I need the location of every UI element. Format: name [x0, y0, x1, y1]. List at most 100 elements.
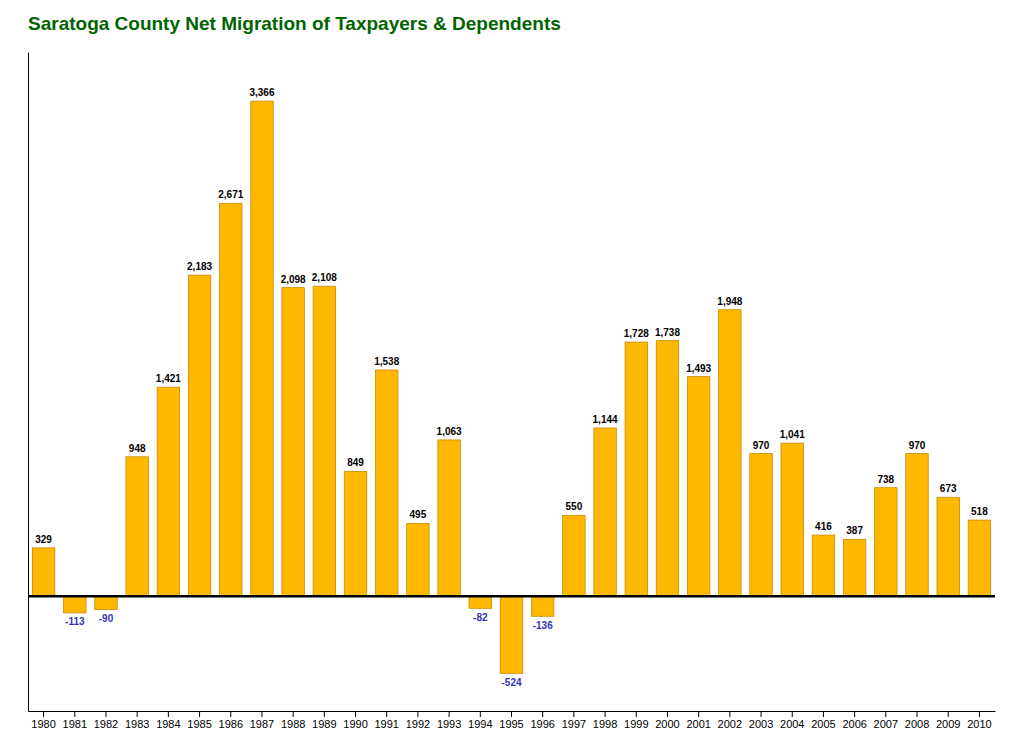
bar [313, 286, 335, 596]
x-tick: 2006 [842, 711, 866, 730]
x-tick-label: 1999 [624, 718, 648, 730]
x-tick-label: 1993 [437, 718, 461, 730]
x-tick-mark [605, 711, 606, 717]
x-tick: 1997 [562, 711, 586, 730]
x-tick-mark [449, 711, 450, 717]
x-tick: 2004 [780, 711, 804, 730]
x-tick: 1987 [250, 711, 274, 730]
data-label: 970 [753, 440, 770, 451]
y-axis [28, 53, 29, 712]
x-tick-label: 1981 [63, 718, 87, 730]
data-label: 1,493 [686, 363, 711, 374]
plot: 329-113-909481,4212,1832,6713,3662,0982,… [28, 53, 996, 730]
chart: Saratoga County Net Migration of Taxpaye… [0, 0, 1011, 747]
data-label: 2,108 [312, 272, 337, 283]
x-tick-label: 1998 [593, 718, 617, 730]
bar [656, 341, 678, 597]
data-label: 948 [129, 443, 146, 454]
bar [594, 428, 616, 596]
x-axis: 1980198119821983198419851986198719881989… [29, 711, 996, 730]
x-tick: 1985 [187, 711, 211, 730]
x-tick: 1982 [94, 711, 118, 730]
bar [95, 596, 117, 609]
x-tick-mark [885, 711, 886, 717]
x-tick: 2007 [874, 711, 898, 730]
x-tick-mark [261, 711, 262, 717]
x-tick-label: 1987 [250, 718, 274, 730]
x-tick-mark [792, 711, 793, 717]
bar [781, 443, 803, 596]
x-tick-label: 2005 [811, 718, 835, 730]
data-label: 673 [940, 483, 957, 494]
bar [687, 377, 709, 597]
data-label: 387 [846, 525, 863, 536]
x-tick-mark [230, 711, 231, 717]
x-tick: 2005 [811, 711, 835, 730]
x-tick: 1989 [312, 711, 336, 730]
bar [282, 288, 304, 597]
data-label: 1,948 [717, 296, 742, 307]
data-label: 329 [35, 534, 52, 545]
data-label: 550 [566, 501, 583, 512]
x-tick-mark [854, 711, 855, 717]
bar [407, 523, 429, 596]
bar [220, 203, 242, 596]
x-tick: 1993 [437, 711, 461, 730]
data-label: -90 [99, 613, 114, 624]
bar [531, 596, 553, 616]
x-tick-mark [917, 711, 918, 717]
data-label: 3,366 [249, 87, 274, 98]
x-tick-label: 2001 [686, 718, 710, 730]
x-tick-label: 2002 [718, 718, 742, 730]
x-tick: 1999 [624, 711, 648, 730]
data-label: 970 [909, 440, 926, 451]
x-tick-mark [417, 711, 418, 717]
x-tick-mark [105, 711, 106, 717]
x-tick-label: 1984 [156, 718, 180, 730]
data-label: 1,041 [780, 429, 805, 440]
x-tick: 1983 [125, 711, 149, 730]
x-tick-label: 1991 [374, 718, 398, 730]
bar [968, 520, 990, 596]
x-tick-mark [729, 711, 730, 717]
x-tick: 2001 [686, 711, 710, 730]
x-tick-label: 1985 [187, 718, 211, 730]
x-tick: 1980 [31, 711, 55, 730]
x-tick-mark [137, 711, 138, 717]
bars [32, 101, 990, 673]
bar [64, 596, 86, 613]
bar [469, 596, 491, 608]
x-tick: 1995 [499, 711, 523, 730]
bar [157, 387, 179, 596]
data-label: 738 [877, 474, 894, 485]
x-tick-label: 2006 [842, 718, 866, 730]
x-tick-label: 1983 [125, 718, 149, 730]
data-label: 518 [971, 506, 988, 517]
x-tick-mark [74, 711, 75, 717]
x-tick: 1996 [530, 711, 554, 730]
x-tick-label: 1994 [468, 718, 492, 730]
x-tick-label: 1990 [343, 718, 367, 730]
x-tick: 1994 [468, 711, 492, 730]
x-tick-label: 1980 [31, 718, 55, 730]
data-label: 2,183 [187, 261, 212, 272]
bar [251, 101, 273, 596]
x-tick-mark [168, 711, 169, 717]
x-tick: 1981 [63, 711, 87, 730]
data-label: 1,738 [655, 327, 680, 338]
bar [188, 275, 210, 596]
x-tick-label: 2004 [780, 718, 804, 730]
data-label: -524 [501, 677, 521, 688]
x-tick-mark [386, 711, 387, 717]
x-tick-label: 1982 [94, 718, 118, 730]
x-tick-mark [761, 711, 762, 717]
x-tick: 2000 [655, 711, 679, 730]
x-tick-mark [511, 711, 512, 717]
x-tick-label: 1992 [406, 718, 430, 730]
x-tick: 1988 [281, 711, 305, 730]
x-tick-label: 1995 [499, 718, 523, 730]
data-label: 416 [815, 521, 832, 532]
x-tick-label: 2009 [936, 718, 960, 730]
x-tick-label: 1997 [562, 718, 586, 730]
x-tick-label: 2007 [874, 718, 898, 730]
